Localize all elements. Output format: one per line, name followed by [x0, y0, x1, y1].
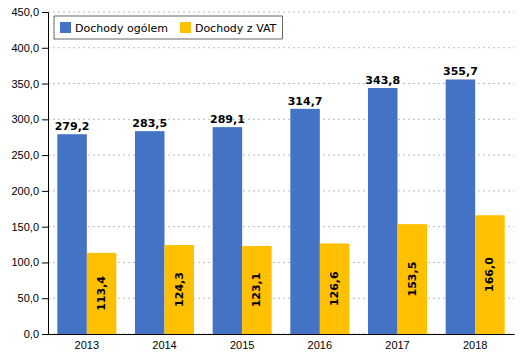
grid-line	[48, 298, 514, 299]
y-tick: 150,0	[11, 221, 48, 233]
data-label: 153,5	[406, 262, 419, 297]
y-axis-line	[42, 13, 49, 335]
y-tick-label: 350,0	[11, 78, 39, 90]
y-tick: 450,0	[11, 6, 48, 18]
bar	[290, 109, 320, 334]
y-tick-mark	[42, 155, 48, 156]
grid-line	[48, 190, 514, 191]
bar	[242, 246, 272, 334]
data-label: 314,7	[288, 95, 323, 108]
x-tick-label: 2018	[463, 339, 487, 351]
grid-line	[48, 12, 514, 13]
x-tick-label: 2015	[230, 339, 254, 351]
x-tick: 2018	[463, 339, 487, 351]
y-tick-mark	[42, 84, 48, 85]
grid-line	[48, 83, 514, 84]
y-tick-label: 50,0	[18, 292, 39, 304]
legend-item: Dochody ogólem	[60, 22, 168, 35]
y-tick-mark	[42, 12, 48, 13]
legend-label: Dochody z VAT	[195, 22, 277, 35]
bar	[398, 224, 428, 334]
data-label: 289,1	[210, 113, 245, 126]
data-label: 279,2	[55, 120, 90, 133]
y-axis: 0,0 50,0 100,0 150,0 200,0 250,0 300,0 350,0 400…	[11, 6, 48, 340]
bar	[320, 243, 350, 334]
legend-label: Dochody ogólem	[75, 22, 168, 35]
data-label: 283,5	[132, 117, 167, 130]
series-bars	[57, 79, 475, 334]
x-tick-label: 2013	[75, 339, 99, 351]
y-tick: 300,0	[11, 113, 48, 125]
legend-swatch	[60, 22, 71, 33]
bar	[57, 134, 87, 334]
y-tick-label: 250,0	[11, 149, 39, 161]
x-tick: 2015	[230, 339, 254, 351]
plot: 0,0 50,0 100,0 150,0 200,0 250,0 300,0 350,0 400…	[11, 6, 514, 351]
x-tick-label: 2014	[152, 339, 176, 351]
x-axis-line	[49, 334, 515, 335]
y-tick-mark	[42, 48, 48, 49]
series-bars	[87, 215, 505, 334]
bars	[57, 79, 504, 334]
grid-line	[48, 226, 514, 227]
data-label: 124,3	[173, 272, 186, 307]
legend-item: Dochody z VAT	[180, 22, 277, 35]
x-tick: 2013	[75, 339, 99, 351]
x-tick-label: 2017	[385, 339, 409, 351]
grid	[48, 12, 514, 334]
y-tick-mark	[42, 227, 48, 228]
y-tick-label: 200,0	[11, 185, 39, 197]
x-tick-label: 2016	[308, 339, 332, 351]
data-label: 166,0	[483, 257, 496, 292]
bar	[213, 127, 243, 334]
y-tick-mark	[42, 334, 48, 335]
grid-line	[48, 119, 514, 120]
y-tick-label: 0,0	[24, 328, 39, 340]
bar	[165, 245, 195, 334]
y-tick-mark	[42, 298, 48, 299]
y-tick-mark	[42, 119, 48, 120]
grid-line	[48, 262, 514, 263]
bar	[475, 215, 505, 334]
y-tick-label: 150,0	[11, 221, 39, 233]
chart: 0,0 50,0 100,0 150,0 200,0 250,0 300,0 350,0 400…	[0, 0, 526, 360]
data-labels: 279,2 283,5 289,1 314,7 343,8 355,7 113,4 124,3…	[55, 65, 497, 310]
legend-frame	[54, 16, 282, 39]
x-tick: 2016	[308, 339, 332, 351]
bar	[87, 253, 117, 334]
y-tick-label: 400,0	[11, 42, 39, 54]
legend-swatch	[180, 22, 191, 33]
y-tick-mark	[42, 191, 48, 192]
y-tick-label: 100,0	[11, 256, 39, 268]
y-tick: 100,0	[11, 256, 48, 268]
y-tick-label: 450,0	[11, 6, 39, 18]
bar	[368, 88, 398, 334]
y-tick: 200,0	[11, 185, 48, 197]
y-tick: 400,0	[11, 42, 48, 54]
y-tick: 350,0	[11, 78, 48, 90]
x-axis: 2013 2014 2015 2016 2017 2018	[49, 335, 515, 351]
data-label: 123,1	[250, 273, 263, 308]
x-tick: 2014	[152, 339, 176, 351]
grid-line	[48, 155, 514, 156]
data-label: 355,7	[443, 65, 478, 78]
y-tick: 250,0	[11, 149, 48, 161]
y-tick-label: 300,0	[11, 113, 39, 125]
y-tick: 0,0	[24, 328, 48, 340]
y-tick-mark	[42, 262, 48, 263]
bar	[135, 131, 165, 334]
legend: Dochody ogólem Dochody z VAT	[54, 16, 282, 39]
bar	[446, 79, 476, 334]
y-tick: 50,0	[18, 292, 48, 304]
data-label: 343,8	[365, 74, 400, 87]
grid-line	[48, 334, 514, 335]
x-tick: 2017	[385, 339, 409, 351]
grid-line	[48, 47, 514, 48]
data-label: 126,6	[328, 271, 341, 306]
data-label: 113,4	[95, 276, 108, 311]
